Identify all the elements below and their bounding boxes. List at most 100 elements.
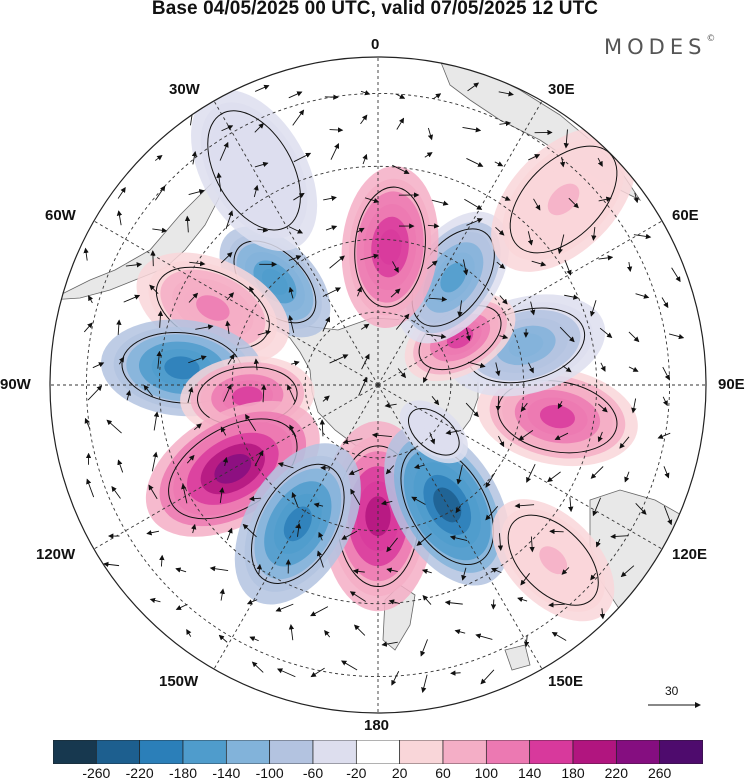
wind-arrow [117, 186, 126, 199]
wind-arrow [152, 227, 168, 233]
meridian-line [377, 94, 547, 386]
wind-arrow [414, 463, 425, 470]
wind-arrow [495, 362, 501, 377]
wind-arrow [628, 331, 640, 343]
wind-arrow [216, 172, 222, 192]
wind-arrow [143, 384, 154, 397]
lon-label-30e: 30E [548, 81, 575, 98]
wind-arrow [526, 463, 536, 483]
wind-arrow [671, 267, 681, 283]
colorbar-swatch [95, 740, 141, 764]
wind-arrow [289, 424, 297, 437]
wind-arrow [227, 353, 235, 365]
wind-arrow [218, 634, 228, 643]
colorbar-swatch [225, 740, 271, 764]
wind-arrow [277, 462, 294, 469]
wind-arrow [324, 629, 331, 638]
wind-arrow [533, 198, 541, 211]
colorbar-swatch [529, 740, 574, 764]
wind-arrow [495, 226, 505, 236]
colorbar-swatch [269, 740, 314, 764]
wind-arrow [288, 623, 295, 641]
wind-arrow [396, 117, 405, 130]
wind-arrow [154, 155, 163, 161]
wind-arrow [318, 531, 324, 541]
wind-arrow [427, 127, 434, 141]
wind-arrow [392, 164, 410, 174]
wind-arrow [261, 384, 267, 403]
wind-arrow [257, 330, 272, 336]
colorbar-swatch [572, 740, 617, 764]
wind-arrow [554, 432, 569, 440]
wind-arrow [256, 563, 263, 575]
wind-arrow [341, 660, 358, 671]
wind-arrow [118, 356, 125, 365]
wind-arrow [149, 597, 161, 604]
wind-arrow [219, 588, 225, 601]
wind-arrow [600, 362, 606, 372]
wind-arrow [528, 154, 541, 161]
wind-arrow [495, 395, 501, 412]
wind-arrow [467, 82, 480, 92]
wind-arrow [242, 523, 257, 538]
wind-arrow [564, 294, 579, 300]
colorbar-swatch [355, 740, 401, 764]
wind-arrow [595, 538, 601, 548]
wind-arrow [249, 286, 256, 297]
wind-arrow [564, 259, 572, 276]
graticule [50, 57, 706, 713]
wind-arrow [633, 192, 639, 204]
meridian-line [377, 216, 669, 386]
colorbar-swatch [399, 740, 444, 764]
wind-arrow [480, 669, 495, 685]
wind-arrow [531, 260, 547, 267]
wind-arrow [288, 255, 302, 261]
wind-arrow [293, 192, 305, 201]
wind-arrow [287, 384, 296, 403]
wind-arrow [292, 109, 305, 126]
colorbar-tick-label: 60 [435, 765, 451, 781]
wind-arrow [388, 599, 400, 605]
wind-arrow [668, 333, 685, 340]
wind-arrow [251, 661, 264, 673]
wind-arrow [529, 536, 535, 553]
meridian-line [87, 216, 379, 386]
wind-arrow [322, 395, 330, 402]
wind-arrow [530, 301, 536, 316]
wind-arrow [457, 300, 463, 318]
colorbar-tick-label: 140 [517, 765, 542, 781]
wind-arrow [371, 432, 392, 438]
wind-arrow [189, 260, 206, 267]
colorbar-tick-label: -20 [346, 765, 367, 781]
lon-label-30w: 30W [169, 81, 200, 98]
colorbar-tick-label: 20 [391, 765, 408, 781]
wind-arrow [86, 478, 95, 498]
wind-arrow [433, 93, 442, 100]
wind-arrow [153, 411, 160, 431]
wind-arrow [360, 114, 368, 125]
wind-arrow [628, 366, 639, 372]
wind-arrow [499, 334, 509, 340]
wind-arrow [559, 326, 575, 343]
wind-arrow [275, 603, 294, 612]
wind-arrow [288, 226, 304, 234]
map-title: Base 04/05/2025 00 UTC, valid 07/05/2025… [151, 0, 599, 19]
wind-arrow [186, 629, 192, 637]
wind-arrow [155, 185, 166, 201]
lon-label-150e: 150E [548, 673, 584, 690]
wind-arrow [248, 495, 261, 502]
wind-arrow [276, 668, 296, 678]
wind-arrow [592, 497, 602, 517]
wind-arrow [559, 156, 566, 168]
wind-arrow [384, 402, 397, 408]
wind-arrow [148, 484, 158, 500]
wind-arrow [523, 635, 530, 648]
wind-arrow [175, 603, 188, 610]
wind-arrow [501, 195, 511, 201]
wind-arrow [220, 426, 227, 436]
wind-arrow [249, 636, 259, 642]
wind-arrow [380, 500, 393, 506]
wind-arrow [87, 385, 103, 401]
wind-arrow [633, 233, 652, 240]
wind-arrow [117, 459, 124, 473]
